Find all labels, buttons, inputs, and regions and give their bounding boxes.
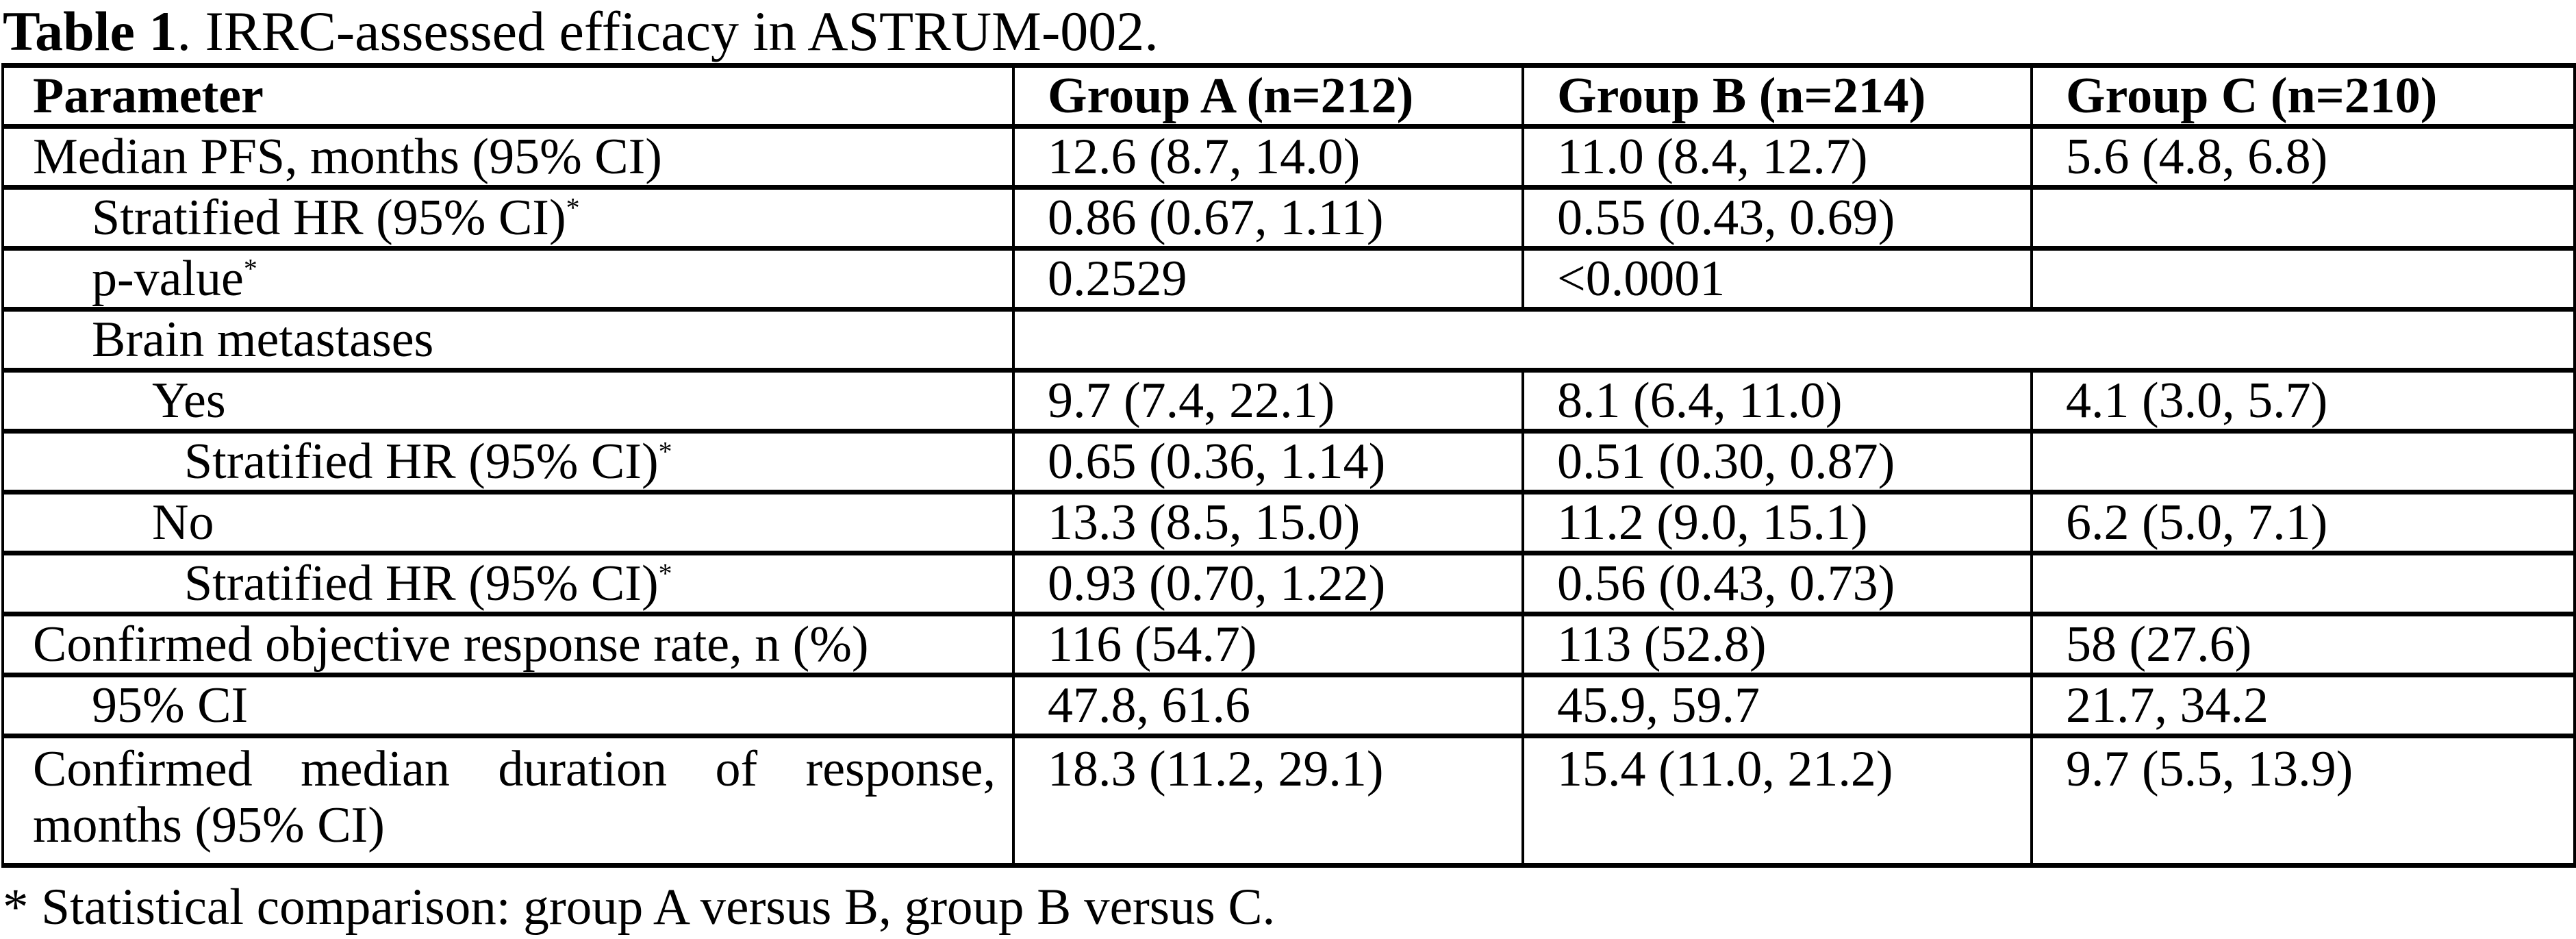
value-cell: 8.1 (6.4, 11.0) xyxy=(1521,368,2033,434)
value-cell: 0.56 (0.43, 0.73) xyxy=(1521,551,2033,616)
param-cell: No xyxy=(1,490,1015,555)
table-caption-text: . IRRC-assessed efficacy in ASTRUM-002. xyxy=(177,0,1159,62)
header-row: Parameter Group A (n=212) Group B (n=214… xyxy=(1,63,2576,129)
param-cell: Stratified HR (95% CI)* xyxy=(1,185,1015,251)
column-header-group-a: Group A (n=212) xyxy=(1012,63,1524,129)
value-cell: 0.51 (0.30, 0.87) xyxy=(1521,429,2033,494)
value-cell: 4.1 (3.0, 5.7) xyxy=(2030,368,2576,434)
footnote-marker: * xyxy=(658,436,672,467)
param-cell: Stratified HR (95% CI)* xyxy=(1,551,1015,616)
value-cell: 11.2 (9.0, 15.1) xyxy=(1521,490,2033,555)
table-row: 95% CI 47.8, 61.6 45.9, 59.7 21.7, 34.2 xyxy=(1,673,2576,738)
param-cell: Yes xyxy=(1,368,1015,434)
param-cell: p-value* xyxy=(1,246,1015,312)
param-cell: Stratified HR (95% CI)* xyxy=(1,429,1015,494)
param-cell: Confirmed median duration of response, m… xyxy=(1,734,1015,868)
value-cell: 18.3 (11.2, 29.1) xyxy=(1012,734,1524,868)
value-cell: 0.65 (0.36, 1.14) xyxy=(1012,429,1524,494)
table-row: No 13.3 (8.5, 15.0) 11.2 (9.0, 15.1) 6.2… xyxy=(1,490,2576,555)
param-cell: Confirmed objective response rate, n (%) xyxy=(1,612,1015,677)
value-cell xyxy=(2030,429,2576,494)
value-cell: 5.6 (4.8, 6.8) xyxy=(2030,124,2576,190)
table-row: Yes 9.7 (7.4, 22.1) 8.1 (6.4, 11.0) 4.1 … xyxy=(1,368,2576,434)
column-header-group-b: Group B (n=214) xyxy=(1521,63,2033,129)
value-cell: 13.3 (8.5, 15.0) xyxy=(1012,490,1524,555)
value-cell: 0.55 (0.43, 0.69) xyxy=(1521,185,2033,251)
value-cell: 113 (52.8) xyxy=(1521,612,2033,677)
value-cell: 116 (54.7) xyxy=(1012,612,1524,677)
value-cell: 0.86 (0.67, 1.11) xyxy=(1012,185,1524,251)
value-cell xyxy=(2030,246,2576,312)
value-cell: <0.0001 xyxy=(1521,246,2033,312)
table-row: Stratified HR (95% CI)* 0.93 (0.70, 1.22… xyxy=(1,551,2576,616)
column-header-parameter: Parameter xyxy=(1,63,1015,129)
value-cell: 0.2529 xyxy=(1012,246,1524,312)
footnote-marker: * xyxy=(243,253,257,284)
table-footnote: * Statistical comparison: group A versus… xyxy=(3,879,1276,936)
column-header-group-c: Group C (n=210) xyxy=(2030,63,2576,129)
value-cell: 12.6 (8.7, 14.0) xyxy=(1012,124,1524,190)
footnote-marker: * xyxy=(566,192,580,223)
value-cell: 9.7 (7.4, 22.1) xyxy=(1012,368,1524,434)
table-caption: Table 1. IRRC-assessed efficacy in ASTRU… xyxy=(0,0,2576,62)
efficacy-table: Parameter Group A (n=212) Group B (n=214… xyxy=(1,63,2576,868)
table-row-brain-metastases: Brain metastases xyxy=(1,307,2576,373)
param-cell: Brain metastases xyxy=(1,307,1015,373)
table-row: Confirmed objective response rate, n (%)… xyxy=(1,612,2576,677)
footnote-marker: * xyxy=(658,558,672,589)
merged-empty-cell xyxy=(1012,307,2576,373)
value-cell: 15.4 (11.0, 21.2) xyxy=(1521,734,2033,868)
value-cell: 21.7, 34.2 xyxy=(2030,673,2576,738)
param-cell: Median PFS, months (95% CI) xyxy=(1,124,1015,190)
table-row: Stratified HR (95% CI)* 0.86 (0.67, 1.11… xyxy=(1,185,2576,251)
value-cell: 47.8, 61.6 xyxy=(1012,673,1524,738)
table-caption-number: Table 1 xyxy=(3,0,177,62)
param-cell: 95% CI xyxy=(1,673,1015,738)
value-cell: 0.93 (0.70, 1.22) xyxy=(1012,551,1524,616)
value-cell: 45.9, 59.7 xyxy=(1521,673,2033,738)
table-row: Confirmed median duration of response, m… xyxy=(1,734,2576,868)
value-cell xyxy=(2030,185,2576,251)
value-cell: 6.2 (5.0, 7.1) xyxy=(2030,490,2576,555)
table-row: Median PFS, months (95% CI) 12.6 (8.7, 1… xyxy=(1,124,2576,190)
value-cell: 9.7 (5.5, 13.9) xyxy=(2030,734,2576,868)
table-row: Stratified HR (95% CI)* 0.65 (0.36, 1.14… xyxy=(1,429,2576,494)
table-row: p-value* 0.2529 <0.0001 xyxy=(1,246,2576,312)
value-cell xyxy=(2030,551,2576,616)
value-cell: 58 (27.6) xyxy=(2030,612,2576,677)
value-cell: 11.0 (8.4, 12.7) xyxy=(1521,124,2033,190)
